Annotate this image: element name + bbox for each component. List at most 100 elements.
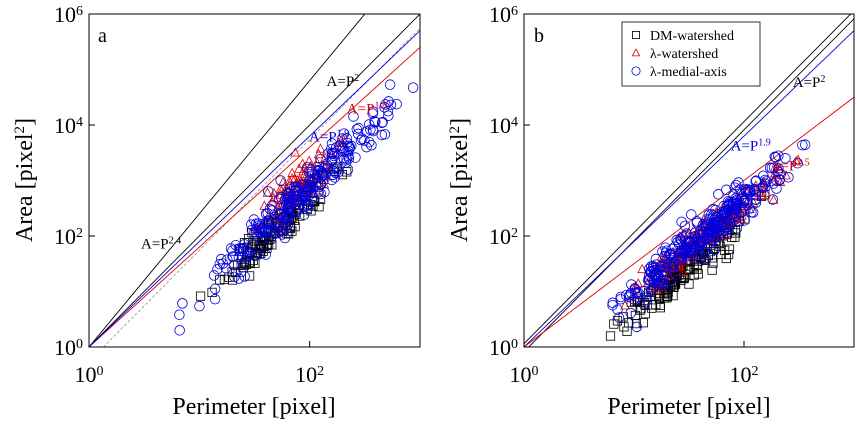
circle-point — [699, 246, 711, 258]
circle-point — [705, 240, 716, 251]
circle-point — [342, 164, 354, 175]
triangle-point — [768, 194, 779, 204]
power-line-2-1 — [528, 18, 854, 347]
square-point — [207, 287, 217, 298]
circle-point — [639, 298, 650, 310]
y-axis-label-sup-b: 2 — [447, 126, 463, 134]
circle-point — [339, 154, 350, 165]
legend-triangle-icon — [631, 48, 641, 57]
triangle-point — [287, 167, 297, 177]
circle-point — [271, 223, 283, 235]
circle-point — [773, 163, 784, 174]
triangle-point — [269, 187, 279, 198]
power-line-label-3-exp: 1.5 — [797, 157, 810, 168]
circle-point — [306, 164, 317, 175]
square-point — [707, 265, 717, 275]
y-axis-label-sup-a: 2 — [12, 126, 28, 134]
circle-point — [747, 207, 759, 218]
y-tick-label: 100 — [489, 335, 518, 360]
square-point — [724, 244, 735, 254]
circle-point — [648, 269, 660, 281]
legend-label: DM-watershed — [650, 29, 734, 44]
circle-point — [263, 186, 274, 197]
circle-point — [209, 283, 221, 294]
circle-point — [304, 189, 315, 201]
circle-point — [246, 224, 258, 236]
circle-point — [722, 201, 733, 212]
circle-point — [365, 124, 376, 135]
circle-point — [269, 228, 280, 240]
square-point — [622, 326, 632, 336]
triangle-point — [767, 172, 778, 182]
circle-point — [282, 202, 293, 213]
power-line-label-4-base: A=P — [309, 130, 337, 146]
y-tick-label: 106 — [489, 2, 518, 27]
circle-point — [407, 82, 419, 93]
circle-point — [621, 289, 632, 301]
legend-box — [621, 21, 761, 87]
circle-point — [649, 271, 661, 282]
circle-point — [342, 137, 353, 149]
circle-point — [300, 195, 311, 206]
circle-point — [662, 261, 673, 272]
triangle-point — [697, 218, 708, 228]
circle-point — [666, 252, 678, 263]
circle-point — [761, 176, 772, 187]
power-line-label-4: A=P1.9 — [309, 128, 349, 146]
x-tick-label-base: 10 — [730, 362, 752, 387]
circle-point — [348, 111, 359, 122]
circle-point — [299, 178, 310, 190]
circle-point — [733, 177, 744, 188]
circle-point — [758, 170, 769, 182]
y-tick-label-base: 10 — [54, 335, 76, 360]
x-tick-label-exp: 2 — [752, 364, 759, 379]
y-tick-label: 102 — [54, 224, 83, 249]
y-tick-label-base: 10 — [54, 224, 76, 249]
power-line-1-9-2 — [524, 30, 854, 347]
circle-point — [691, 217, 703, 229]
circle-point — [269, 211, 280, 223]
x-tick-label: 100 — [75, 362, 104, 387]
circle-point — [214, 258, 225, 270]
circle-point — [379, 102, 390, 113]
circle-point — [767, 194, 778, 205]
circle-point — [262, 208, 273, 219]
circle-point — [658, 261, 669, 273]
triangle-point — [304, 155, 315, 165]
square-point — [249, 236, 259, 246]
circle-point — [326, 174, 338, 186]
circle-point — [607, 297, 618, 308]
circle-point — [363, 136, 375, 148]
circle-point — [260, 249, 271, 260]
power-line-label-0-base: A=P — [793, 75, 821, 91]
circle-point — [667, 248, 679, 259]
power-line-label-3-exp: 1.8 — [374, 100, 387, 111]
circle-point — [693, 241, 705, 252]
y-axis-label-close-a: ] — [12, 118, 38, 126]
circle-point — [257, 222, 269, 234]
y-axis-label-b: Area [pixel2] — [447, 118, 473, 242]
square-point — [612, 316, 623, 326]
circle-point — [660, 242, 671, 253]
circle-point — [265, 234, 276, 245]
circle-point — [194, 300, 205, 312]
power-lines-b — [524, 14, 854, 347]
y-tick-label: 104 — [489, 113, 518, 138]
square-point — [640, 309, 651, 319]
circle-point — [721, 221, 732, 232]
power-line-label-4-exp: 1.9 — [337, 128, 350, 139]
circle-point — [281, 210, 293, 222]
circle-point — [709, 214, 720, 226]
circle-point — [307, 192, 318, 203]
triangle-point — [315, 143, 326, 153]
triangle-point — [273, 201, 283, 211]
x-tick-label: 100 — [510, 362, 539, 387]
circle-point — [229, 271, 240, 283]
power-line-label-0-base: A=P — [141, 236, 169, 252]
circle-point — [704, 214, 715, 225]
y-tick-label-exp: 6 — [511, 4, 518, 19]
circle-point — [278, 213, 289, 224]
legend-square-icon — [632, 30, 641, 39]
circle-point — [384, 79, 396, 90]
circle-point — [217, 258, 229, 269]
